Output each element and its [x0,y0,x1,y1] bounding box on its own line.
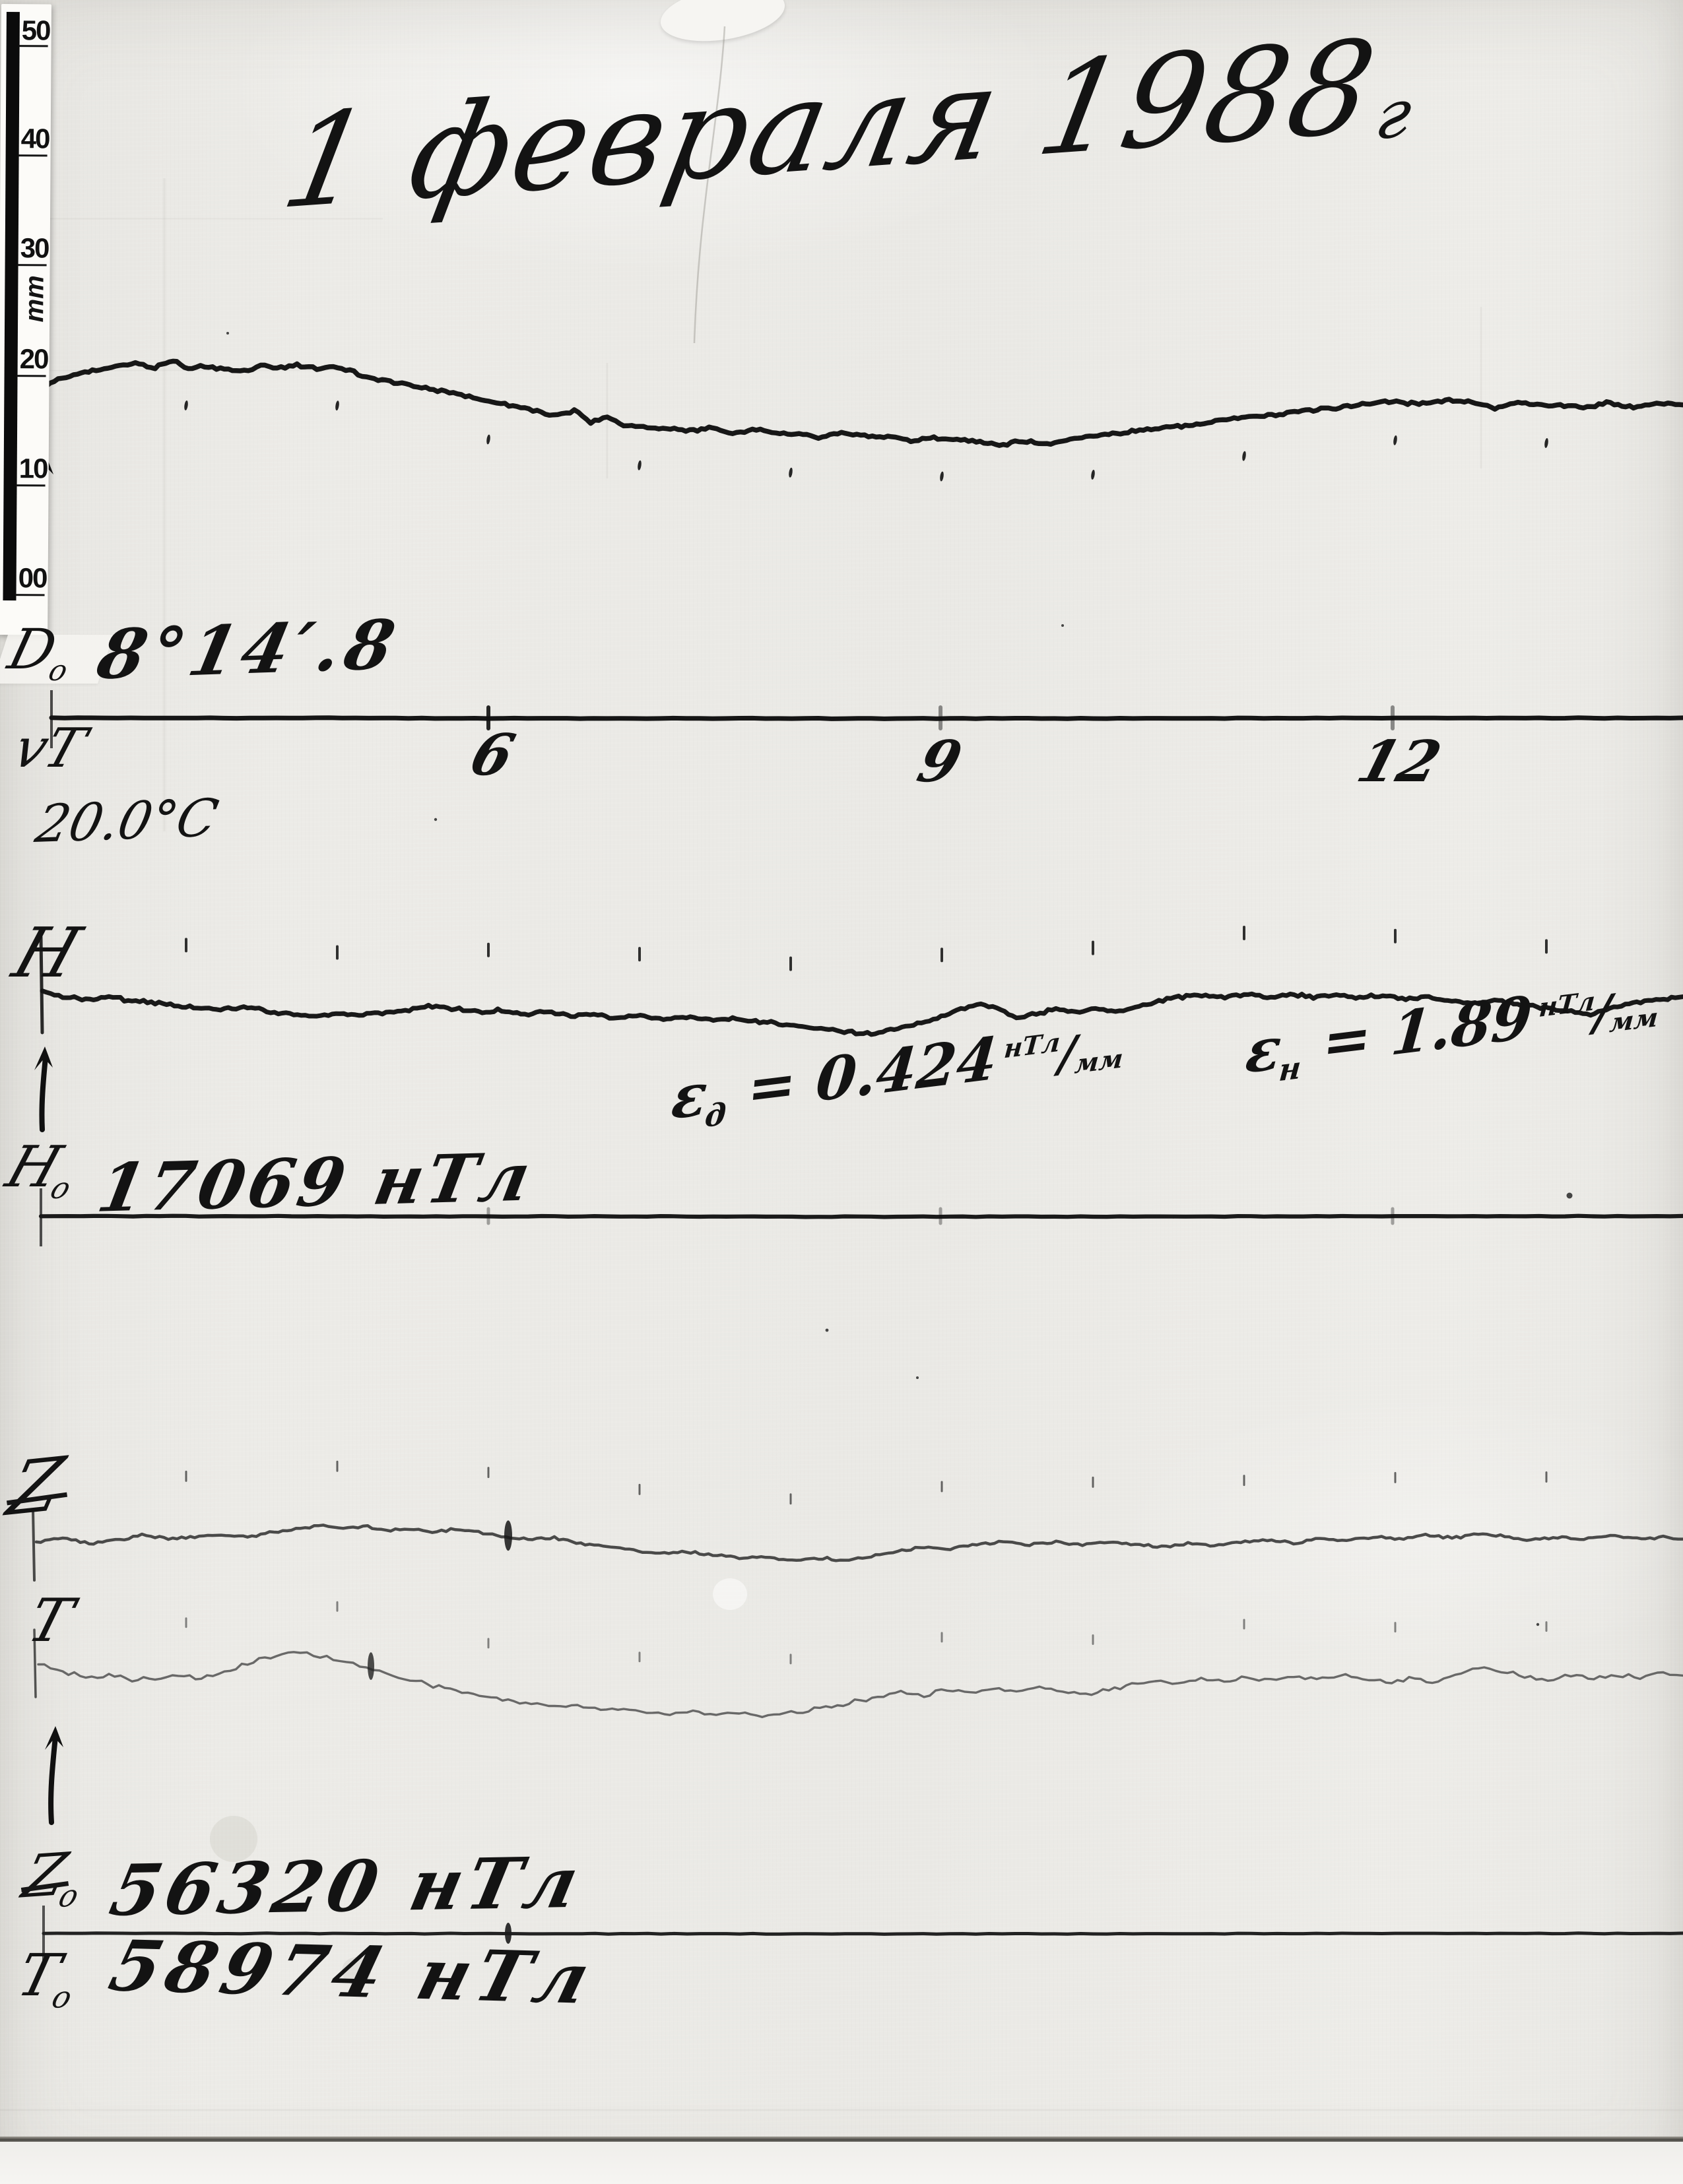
paper-crease [26,369,343,371]
temperature-label: 20.0°C [30,788,223,855]
ruler-tick [16,375,46,377]
ruler-tick [15,594,45,596]
ruler-label-00: 00 [18,562,47,594]
ruler-black-bar [3,12,20,601]
h-baseline-value: 17069 нТл [92,1138,541,1227]
mm-ruler: 50 40 30 20 10 00 mm [0,4,51,635]
d-baseline-value: 8°14′.8 [90,604,407,695]
ruler-label-20: 20 [19,343,48,375]
paper-bottom-edge [0,2136,1683,2142]
ruler-label-40: 40 [20,123,50,154]
ruler-label-10: 10 [18,453,48,484]
paper-stain [210,1816,257,1862]
ruler-unit-label: mm [20,275,50,323]
paper-crease [40,218,383,220]
ruler-label-30: 30 [20,232,49,264]
ruler-tick [16,484,46,487]
paper-stain [713,1578,747,1610]
paper-crease [162,178,166,831]
ruler-tick [17,264,47,267]
paper-crease [1480,307,1482,468]
z-baseline-value: 56320 нТл [103,1840,591,1932]
ruler-tick [18,154,48,157]
hour-label-12: 12 [1350,728,1449,795]
paper-crease [0,2109,1683,2111]
paper-crease [606,363,609,478]
paper-stain [342,1957,371,1985]
scanner-background [0,2142,1683,2184]
ruler-tick [18,45,48,48]
t-baseline-value: 58974 нТл [102,1924,605,2020]
ruler-label-50: 50 [21,15,50,46]
